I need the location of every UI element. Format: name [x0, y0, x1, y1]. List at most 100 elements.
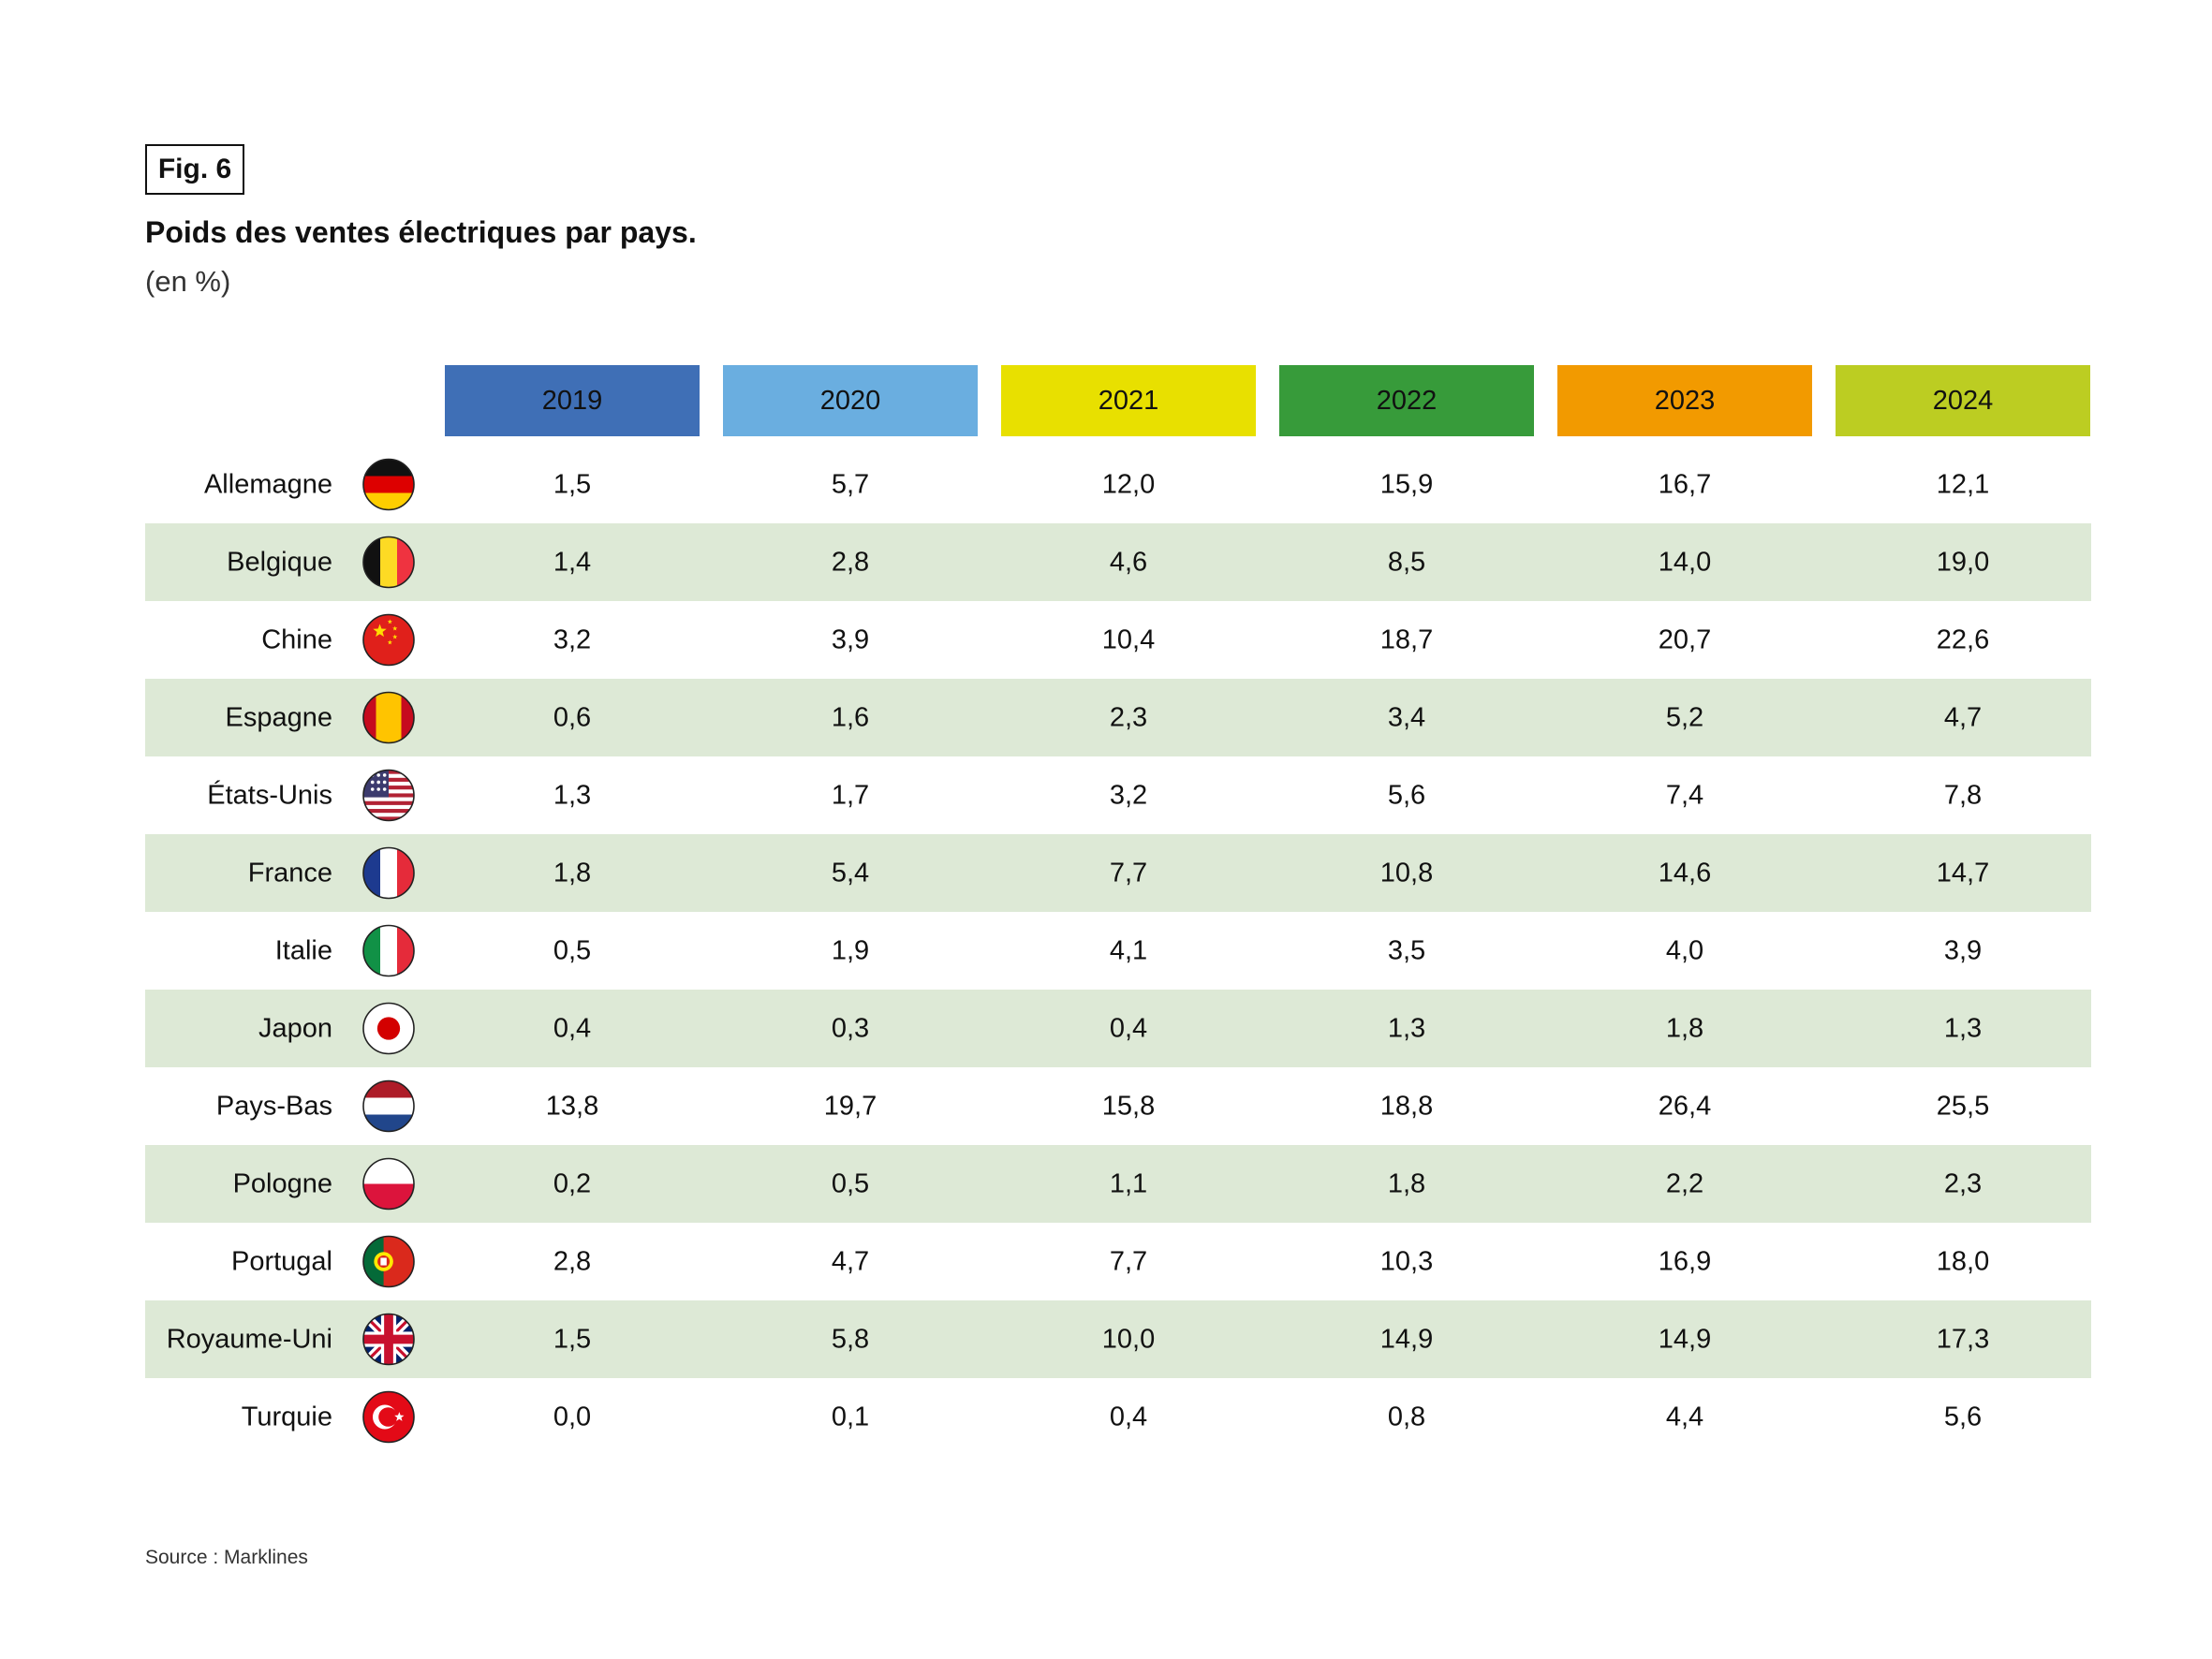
netherlands-flag-icon — [362, 1079, 415, 1133]
value-cell-2019: 1,8 — [553, 859, 591, 888]
value-cell-2020: 0,3 — [832, 1014, 869, 1044]
value-cell-2022: 10,3 — [1380, 1247, 1433, 1277]
value-cell-2019: 0,0 — [553, 1402, 591, 1432]
header-label-2022: 2022 — [1377, 386, 1438, 416]
value-cell-2021: 7,7 — [1110, 1247, 1147, 1277]
value-cell-2021: 15,8 — [1102, 1092, 1155, 1122]
header-label-2024: 2024 — [1933, 386, 1994, 416]
country-label: Chine — [261, 625, 332, 655]
data-table-svg: 2019 2020 2021 2022 2023 2024 Allemagne 1,5 5,7 1… — [145, 365, 2091, 1444]
value-cell-2020: 4,7 — [832, 1247, 869, 1277]
value-cell-2024: 17,3 — [1937, 1325, 1989, 1355]
chart-title: Poids des ventes électriques par pays. — [145, 215, 697, 249]
value-cell-2019: 0,5 — [553, 936, 591, 966]
value-cell-2023: 16,9 — [1659, 1247, 1711, 1277]
value-cell-2020: 1,7 — [832, 781, 869, 811]
japan-flag-icon — [362, 1002, 415, 1055]
header-label-2021: 2021 — [1099, 386, 1159, 416]
value-cell-2022: 14,9 — [1380, 1325, 1433, 1355]
value-cell-2021: 4,6 — [1110, 548, 1147, 578]
row-stripe — [145, 834, 2091, 912]
italy-flag-icon — [362, 924, 415, 977]
uk-flag-icon — [362, 1313, 415, 1366]
value-cell-2023: 14,9 — [1659, 1325, 1711, 1355]
table-row: France 1,8 5,4 7,7 10,8 14,6 14,7 — [145, 834, 2091, 912]
value-cell-2023: 5,2 — [1666, 703, 1703, 733]
table-row: Espagne 0,6 1,6 2,3 3,4 5,2 4,7 — [145, 679, 2091, 756]
spain-flag-icon — [362, 691, 415, 744]
value-cell-2021: 0,4 — [1110, 1402, 1147, 1432]
table-row: Portugal 2,8 4,7 7,7 10,3 16,9 18,0 — [231, 1235, 1989, 1288]
table-row: Pologne 0,2 0,5 1,1 1,8 2,2 2,3 — [145, 1145, 2091, 1223]
value-cell-2020: 1,9 — [832, 936, 869, 966]
value-cell-2023: 7,4 — [1666, 781, 1703, 811]
header-cell-2019 — [445, 365, 700, 436]
value-cell-2020: 5,8 — [832, 1325, 869, 1355]
value-cell-2024: 3,9 — [1944, 936, 1982, 966]
value-cell-2019: 1,3 — [553, 781, 591, 811]
value-cell-2020: 0,5 — [832, 1169, 869, 1199]
belgium-flag-icon — [362, 536, 415, 589]
value-cell-2022: 5,6 — [1388, 781, 1425, 811]
header-cell-2021 — [1001, 365, 1256, 436]
row-stripe — [145, 1300, 2091, 1378]
row-stripe — [145, 523, 2091, 601]
value-cell-2024: 4,7 — [1944, 703, 1982, 733]
country-label: États-Unis — [207, 780, 332, 811]
table-row: Belgique 1,4 2,8 4,6 8,5 14,0 19,0 — [145, 523, 2091, 601]
value-cell-2023: 14,6 — [1659, 859, 1711, 888]
table-row: Turquie 0,0 0,1 0,4 0,8 4,4 5,6 — [242, 1390, 1982, 1444]
figure-label: Fig. 6 — [145, 144, 244, 195]
value-cell-2022: 1,8 — [1388, 1169, 1425, 1199]
value-cell-2019: 2,8 — [553, 1247, 591, 1277]
value-cell-2022: 18,7 — [1380, 625, 1433, 655]
value-cell-2024: 25,5 — [1937, 1092, 1989, 1122]
row-stripe — [145, 1145, 2091, 1223]
header-cell-2022 — [1279, 365, 1534, 436]
value-cell-2021: 7,7 — [1110, 859, 1147, 888]
country-label: Portugal — [231, 1247, 332, 1277]
value-cell-2023: 16,7 — [1659, 470, 1711, 500]
value-cell-2021: 2,3 — [1110, 703, 1147, 733]
country-label: Pays-Bas — [216, 1092, 332, 1122]
value-cell-2023: 4,4 — [1666, 1402, 1703, 1432]
header-cell-2024 — [1836, 365, 2090, 436]
value-cell-2023: 20,7 — [1659, 625, 1711, 655]
value-cell-2019: 1,5 — [553, 1325, 591, 1355]
value-cell-2020: 2,8 — [832, 548, 869, 578]
value-cell-2019: 13,8 — [546, 1092, 598, 1122]
value-cell-2020: 5,7 — [832, 470, 869, 500]
china-flag-icon — [362, 613, 415, 667]
country-label: Espagne — [226, 703, 333, 733]
value-cell-2024: 19,0 — [1937, 548, 1989, 578]
value-cell-2024: 1,3 — [1944, 1014, 1982, 1044]
value-cell-2019: 0,6 — [553, 703, 591, 733]
country-label: Pologne — [233, 1169, 332, 1199]
data-table: 2019 2020 2021 2022 2023 2024 Allemagne 1,5 5,7 1… — [145, 365, 2091, 1461]
value-cell-2024: 14,7 — [1937, 859, 1989, 888]
header-cell-2020 — [723, 365, 978, 436]
value-cell-2023: 1,8 — [1666, 1014, 1703, 1044]
country-label: Allemagne — [204, 470, 332, 500]
value-cell-2023: 26,4 — [1659, 1092, 1711, 1122]
value-cell-2024: 12,1 — [1937, 470, 1989, 500]
table-row: Chine 3,2 3,9 10,4 18,7 20,7 22,6 — [261, 613, 1989, 667]
country-label: Italie — [275, 936, 332, 966]
value-cell-2022: 15,9 — [1380, 470, 1433, 500]
header-label-2020: 2020 — [820, 386, 881, 416]
value-cell-2023: 4,0 — [1666, 936, 1703, 966]
value-cell-2022: 1,3 — [1388, 1014, 1425, 1044]
country-label: France — [248, 859, 332, 888]
value-cell-2020: 3,9 — [832, 625, 869, 655]
chart-unit: (en %) — [145, 265, 231, 298]
header-label-2019: 2019 — [542, 386, 603, 416]
value-cell-2021: 10,4 — [1102, 625, 1155, 655]
value-cell-2021: 12,0 — [1102, 470, 1155, 500]
value-cell-2021: 1,1 — [1110, 1169, 1147, 1199]
value-cell-2024: 2,3 — [1944, 1169, 1982, 1199]
header-label-2023: 2023 — [1655, 386, 1716, 416]
header-cell-2023 — [1557, 365, 1812, 436]
row-stripe — [145, 679, 2091, 756]
poland-flag-icon — [362, 1157, 415, 1211]
value-cell-2022: 18,8 — [1380, 1092, 1433, 1122]
